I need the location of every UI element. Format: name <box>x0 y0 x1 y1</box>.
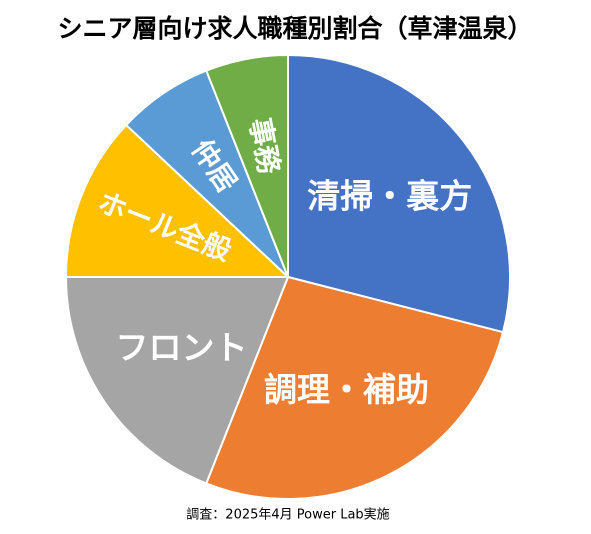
slice-label: フロント <box>116 328 248 367</box>
source-note: 調査：2025年4月 Power Lab実施 <box>186 507 389 523</box>
pie-slice <box>204 275 505 500</box>
chart-title: シニア層向け求人職種別割合（草津温泉） <box>57 14 532 43</box>
pie-slice <box>204 53 289 278</box>
slice-label: 調理・補助 <box>264 370 429 409</box>
pie-slice <box>287 53 511 334</box>
pie-slice <box>64 276 290 485</box>
slice-label: 清掃・裏方 <box>307 177 472 216</box>
pie-slice <box>64 123 291 278</box>
